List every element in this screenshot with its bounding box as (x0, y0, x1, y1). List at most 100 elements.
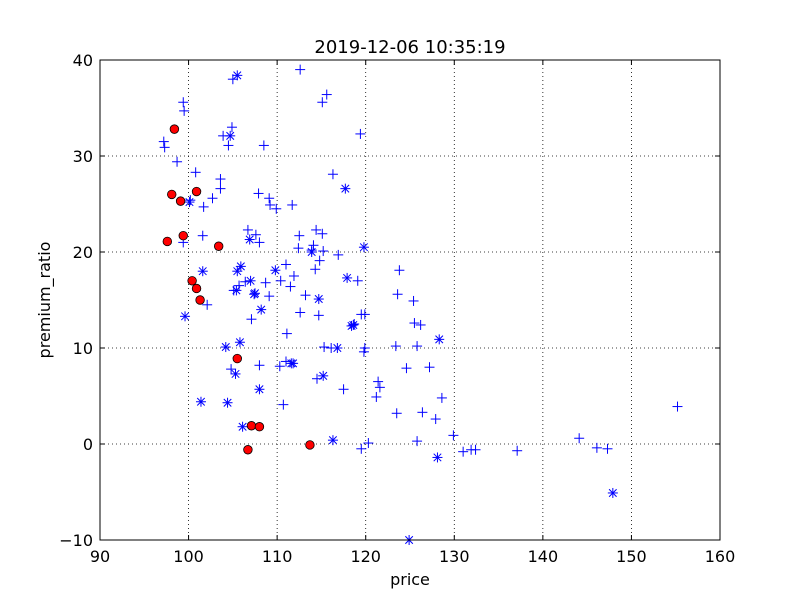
plus-point (319, 342, 330, 353)
star-point (234, 337, 245, 348)
plus-point (246, 314, 257, 325)
y-tick-label: 0 (83, 435, 93, 454)
plus-point (591, 442, 602, 453)
circle-point (191, 186, 202, 197)
plus-point (355, 128, 366, 139)
plus-point (356, 443, 367, 454)
plus-point (333, 249, 344, 260)
plus-point (215, 174, 226, 185)
plus-point (158, 136, 169, 147)
star-point (358, 242, 369, 253)
plus-point (207, 193, 218, 204)
star-point (231, 285, 242, 296)
y-tick-label: 40 (73, 51, 93, 70)
plus-point (574, 433, 585, 444)
x-tick-label: 110 (262, 547, 293, 566)
plus-point (234, 280, 245, 291)
plus-point (271, 203, 282, 214)
star-point (607, 487, 618, 498)
plus-point (242, 224, 253, 235)
plus-point (401, 363, 412, 374)
plus-point (265, 199, 276, 210)
plus-point (293, 243, 304, 254)
y-tick-label: 10 (73, 339, 93, 358)
plus-point (314, 255, 325, 266)
circle-point (246, 421, 257, 431)
plus-point (313, 310, 324, 321)
plus-point (458, 446, 469, 457)
plus-point (288, 271, 299, 281)
plus-point (448, 430, 459, 441)
star-point (235, 261, 246, 272)
y-tick-label: −10 (59, 531, 93, 550)
plus-point (374, 382, 385, 393)
star-point (195, 396, 206, 407)
plus-point (159, 142, 170, 153)
circle-point (169, 124, 180, 134)
star-point (232, 70, 243, 81)
star-point (184, 197, 195, 208)
star-point (237, 421, 248, 432)
x-axis-label: price (390, 570, 430, 589)
plus-point (359, 309, 370, 320)
plus-point (318, 246, 329, 257)
star-point (342, 272, 353, 283)
star-point (346, 320, 357, 331)
x-tick-label: 100 (173, 547, 204, 566)
star-point (220, 342, 231, 353)
plus-point (371, 391, 382, 402)
plus-point (240, 276, 251, 287)
circle-point (175, 196, 186, 206)
x-tick-label: 90 (90, 547, 110, 566)
plus-point (321, 89, 332, 100)
plus-point (352, 275, 363, 286)
plus-point (373, 376, 384, 387)
x-tick-label: 130 (439, 547, 470, 566)
plus-point (412, 436, 423, 447)
plus-point (338, 384, 349, 395)
star-point (250, 288, 260, 299)
plus-point (409, 318, 420, 329)
plus-point (295, 64, 306, 75)
plus-point (436, 392, 447, 403)
plus-point (317, 97, 328, 108)
plus-point (412, 341, 423, 352)
circle-point (232, 353, 242, 364)
circle-point (305, 440, 315, 450)
plus-point (358, 346, 369, 357)
plus-point (424, 362, 435, 373)
star-point (256, 304, 267, 315)
plus-point (190, 167, 201, 178)
plus-point (264, 193, 275, 204)
plus-point (317, 228, 328, 239)
plus-point (172, 156, 183, 167)
plus-point (470, 444, 481, 455)
plus-point (311, 224, 322, 235)
plus-point (417, 407, 428, 418)
circle-point (167, 189, 177, 200)
circle-point (243, 445, 253, 455)
plus-point (227, 74, 238, 85)
star-point (327, 435, 338, 446)
plus-point (415, 319, 426, 330)
circle-point (254, 422, 265, 432)
plus-point (310, 264, 321, 275)
plus-point (281, 259, 291, 270)
plus-point (363, 438, 374, 449)
star-point (244, 234, 255, 245)
plus-point (392, 289, 403, 300)
plot-frame (99, 59, 721, 541)
star-point (197, 266, 208, 277)
star-point (313, 294, 324, 305)
x-tick-label: 150 (616, 547, 647, 566)
star-point (270, 265, 281, 276)
plus-point (327, 169, 338, 180)
x-tick-label: 140 (528, 547, 559, 566)
x-tick-label: 120 (350, 547, 381, 566)
star-point (434, 334, 445, 345)
star-point (254, 384, 265, 395)
star-point (340, 183, 351, 194)
